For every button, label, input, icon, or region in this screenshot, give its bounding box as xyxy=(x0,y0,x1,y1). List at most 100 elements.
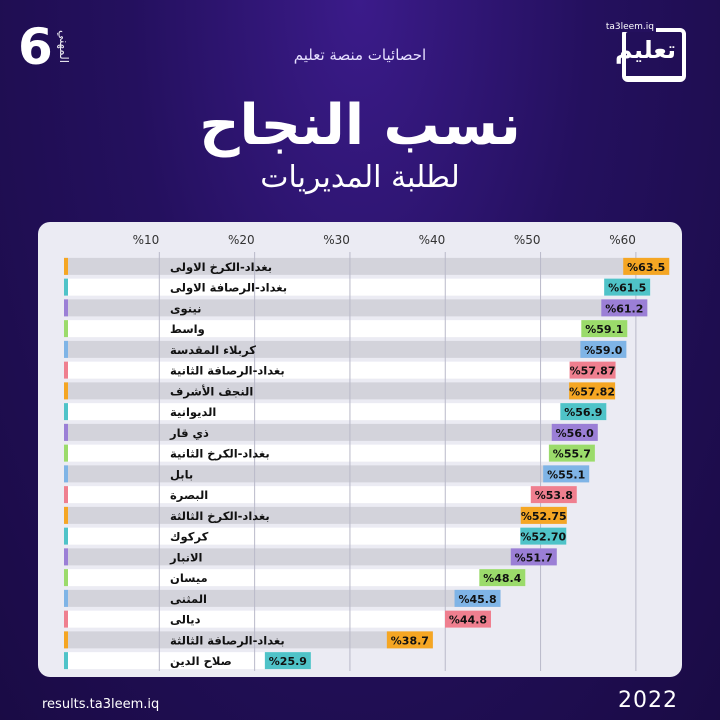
chart-panel: %10 %20 %30 %40 %50 %60 بغداد-الكرخ الاولى %63.… xyxy=(38,222,682,677)
category-label: البصرة xyxy=(170,488,208,502)
bar xyxy=(64,631,433,649)
bar xyxy=(64,486,577,504)
value-label: %61.2 xyxy=(605,302,643,315)
bar-accent xyxy=(64,631,68,649)
value-label-bg xyxy=(560,403,607,421)
bar xyxy=(64,589,501,607)
value-label: %38.7 xyxy=(391,634,429,647)
value-label: %57.87 xyxy=(570,365,616,378)
value-label-bg xyxy=(386,631,433,649)
bar xyxy=(64,278,651,296)
category-label: كركوك xyxy=(170,530,209,545)
category-label: كربلاء المقدسة xyxy=(170,343,256,357)
bar xyxy=(64,569,526,587)
bar-accent xyxy=(64,652,68,670)
value-label-bg xyxy=(581,320,628,338)
category-label: بغداد-الكرخ الاولى xyxy=(170,260,272,275)
value-label-bg xyxy=(520,506,567,524)
category-label: بغداد-الكرخ الثالثة xyxy=(170,509,270,523)
value-label: %53.8 xyxy=(535,489,573,502)
category-label: واسط xyxy=(170,322,205,337)
value-label: %56.9 xyxy=(564,406,602,419)
category-label: بغداد-الرصافة الثالثة xyxy=(170,633,285,647)
x-tick-label: %10 xyxy=(133,233,160,247)
bar xyxy=(64,465,590,483)
bar-accent xyxy=(64,278,68,296)
value-label-bg xyxy=(445,610,491,628)
value-label: %61.5 xyxy=(608,282,646,295)
bar-accent xyxy=(64,589,68,607)
category-label: صلاح الدين xyxy=(170,654,232,668)
x-tick-label: %60 xyxy=(609,233,636,247)
bar xyxy=(64,299,648,317)
grade-number: 6 xyxy=(18,18,53,76)
category-label: الديوانية xyxy=(170,405,216,420)
page-title: نسب النجاح xyxy=(199,93,521,158)
category-label: بغداد-الكرخ الثانية xyxy=(170,447,270,461)
category-label: النجف الأشرف xyxy=(170,384,253,398)
value-label: %57.82 xyxy=(569,385,615,398)
bar xyxy=(64,610,491,628)
bar-accent xyxy=(64,569,68,587)
value-label-bg xyxy=(580,340,627,358)
bar-chart: %10 %20 %30 %40 %50 %60 بغداد-الكرخ الاولى %63.… xyxy=(64,233,670,671)
bar-accent xyxy=(64,320,68,338)
bar xyxy=(64,361,616,379)
bar-accent xyxy=(64,382,68,400)
bar-accent xyxy=(64,506,68,524)
category-label: ديالى xyxy=(170,613,201,627)
category-label: الانبار xyxy=(169,550,202,564)
bar-accent xyxy=(64,299,68,317)
x-tick-label: %50 xyxy=(514,233,541,247)
bar-accent xyxy=(64,548,68,566)
page-title-line2: لطلبة المديريات xyxy=(260,160,460,195)
bar-accent xyxy=(64,257,68,275)
bar xyxy=(64,444,595,462)
category-label: بغداد-الرصافة الاولى xyxy=(170,281,287,296)
logo-text: تعليم xyxy=(615,36,676,64)
x-tick-label: %40 xyxy=(419,233,446,247)
value-label: %25.9 xyxy=(269,655,307,668)
bar xyxy=(64,257,670,275)
x-tick-label: %30 xyxy=(323,233,350,247)
value-label: %44.8 xyxy=(449,614,487,627)
value-label-bg xyxy=(543,465,590,483)
value-label-bg xyxy=(479,569,526,587)
bar xyxy=(64,403,607,421)
value-label: %52.75 xyxy=(521,510,567,523)
footer-year: 2022 xyxy=(618,688,678,713)
bar-accent xyxy=(64,403,68,421)
value-label: %52.70 xyxy=(520,531,566,544)
bar xyxy=(64,652,311,670)
value-label-bg xyxy=(510,548,557,566)
value-label: %51.7 xyxy=(515,551,553,564)
value-label-bg xyxy=(530,486,577,504)
grade-label: المهني xyxy=(56,30,71,64)
value-label: %45.8 xyxy=(458,593,496,606)
value-label: %55.7 xyxy=(553,448,591,461)
grade-badge: 6 المهني xyxy=(18,22,71,72)
bar-accent xyxy=(64,361,68,379)
logo-domain: ta3leem.iq xyxy=(603,22,656,32)
bar xyxy=(64,527,567,545)
bar xyxy=(64,382,616,400)
value-label-bg xyxy=(264,652,311,670)
bar-accent xyxy=(64,465,68,483)
value-label-bg xyxy=(601,299,648,317)
category-label: نينوى xyxy=(170,301,201,316)
value-label: %56.0 xyxy=(556,427,595,440)
value-label-bg xyxy=(569,361,616,379)
category-label: بغداد-الرصافة الثانية xyxy=(170,364,285,378)
category-label: ميسان xyxy=(170,571,208,585)
value-label: %63.5 xyxy=(627,261,665,274)
page-subtitle: احصائيات منصة تعليم xyxy=(293,46,427,64)
bar-accent xyxy=(64,340,68,358)
value-label-bg xyxy=(551,423,598,441)
bar-accent xyxy=(64,610,68,628)
category-label: ذي قار xyxy=(169,426,209,440)
value-label: %59.1 xyxy=(585,323,623,336)
value-label-bg xyxy=(454,589,501,607)
value-label: %55.1 xyxy=(547,468,585,481)
bar-accent xyxy=(64,444,68,462)
value-label: %59.0 xyxy=(584,344,623,357)
